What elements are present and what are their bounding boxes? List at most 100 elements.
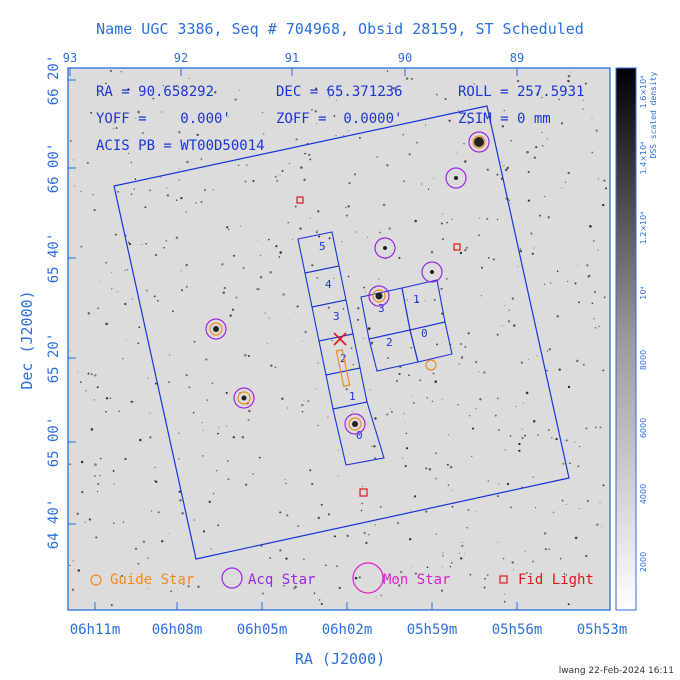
background-star	[584, 82, 587, 85]
background-star	[586, 264, 589, 267]
dec-tick-label: 65 20'	[46, 333, 62, 384]
background-star	[122, 357, 124, 360]
background-star	[171, 310, 174, 313]
background-stars	[69, 69, 607, 607]
background-star	[567, 74, 571, 78]
background-star	[337, 475, 339, 477]
bright-stars	[213, 137, 484, 427]
axis-ticks	[68, 68, 518, 610]
acq-star-marker	[374, 237, 396, 259]
background-star	[145, 242, 148, 245]
background-star	[548, 348, 552, 351]
background-star	[269, 271, 272, 274]
background-star	[112, 127, 114, 129]
background-star	[317, 516, 321, 520]
colorbar-tick-label: 8000	[639, 350, 648, 370]
background-star	[457, 109, 460, 111]
background-star	[556, 270, 559, 273]
background-star	[111, 288, 113, 290]
background-star	[518, 449, 521, 452]
background-star	[287, 407, 289, 409]
background-star	[244, 180, 247, 183]
background-star	[145, 289, 148, 292]
background-star	[113, 483, 115, 485]
chip-label-2: 2	[340, 352, 347, 365]
background-star	[222, 291, 225, 294]
background-star	[333, 277, 335, 279]
background-star	[77, 569, 81, 572]
background-star	[446, 221, 448, 224]
background-star	[178, 490, 181, 493]
background-star	[261, 111, 264, 114]
colorbar-tick-label: 6000	[639, 418, 648, 438]
background-star	[111, 271, 113, 273]
background-star	[502, 557, 505, 560]
background-star	[126, 269, 129, 271]
background-star	[281, 397, 284, 400]
background-star	[178, 130, 181, 134]
background-star	[201, 422, 203, 424]
fid-light-marker	[296, 196, 304, 204]
background-star	[605, 187, 607, 190]
background-star	[149, 412, 151, 414]
background-star	[147, 557, 149, 559]
background-star	[515, 405, 517, 407]
background-star	[435, 477, 437, 480]
background-star	[392, 87, 396, 90]
background-star	[193, 519, 196, 521]
background-star	[343, 135, 345, 137]
fid-light-marker	[453, 243, 461, 251]
background-star	[487, 257, 490, 259]
background-star	[226, 226, 229, 229]
background-star	[120, 71, 122, 73]
colorbar-tick-label: 10⁴	[639, 286, 648, 299]
background-star	[363, 337, 365, 339]
background-star	[497, 397, 499, 400]
background-star	[558, 368, 561, 371]
background-star	[178, 86, 180, 89]
guide-star-marker	[425, 359, 437, 371]
chip-label-i2: 2	[386, 336, 393, 349]
background-star	[72, 560, 74, 562]
background-star	[574, 282, 577, 285]
background-star	[473, 83, 475, 85]
background-star	[188, 386, 191, 389]
background-star	[481, 266, 483, 269]
background-star	[69, 140, 72, 142]
background-star	[124, 269, 126, 271]
background-star	[602, 484, 605, 487]
background-star	[567, 171, 570, 175]
background-star	[386, 413, 389, 416]
background-star	[480, 295, 483, 297]
background-star	[307, 400, 310, 403]
background-star	[425, 467, 428, 470]
background-star	[76, 512, 79, 516]
background-star	[147, 377, 149, 379]
background-star	[90, 428, 94, 431]
background-star	[509, 435, 512, 437]
background-star	[336, 565, 338, 568]
background-star	[562, 462, 565, 465]
dec-tick-label: 66 00'	[46, 143, 62, 194]
background-star	[595, 523, 597, 525]
background-star	[593, 318, 595, 320]
background-star	[121, 574, 124, 577]
background-star	[560, 122, 564, 125]
background-star	[247, 418, 250, 421]
param-zsim: ZSIM = 0 mm	[458, 111, 551, 127]
background-star	[94, 463, 97, 466]
background-star	[188, 78, 190, 79]
dec-tick-label: 65 00'	[46, 417, 62, 468]
background-star	[175, 199, 178, 201]
ra-tick-label: 05h59m	[407, 622, 458, 638]
background-star	[244, 483, 248, 487]
background-star	[304, 152, 307, 155]
background-star	[336, 99, 338, 101]
background-star	[261, 592, 264, 595]
background-star	[135, 117, 137, 119]
background-star	[133, 188, 136, 190]
background-star	[244, 354, 247, 357]
background-star	[431, 400, 434, 403]
background-star	[347, 130, 349, 132]
background-star	[410, 510, 412, 512]
